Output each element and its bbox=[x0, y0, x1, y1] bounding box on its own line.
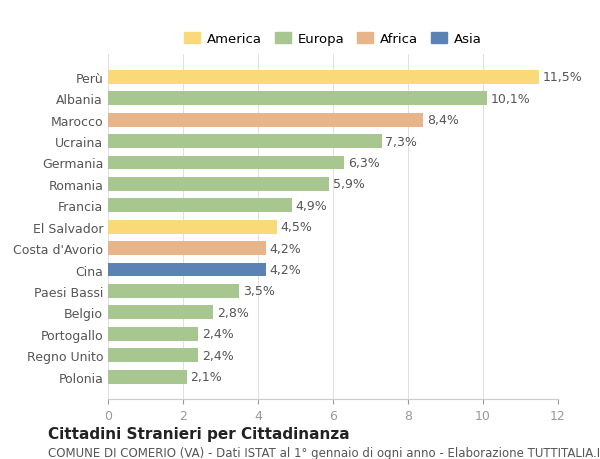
Text: 8,4%: 8,4% bbox=[427, 114, 458, 127]
Bar bbox=[108, 135, 382, 149]
Text: 3,5%: 3,5% bbox=[243, 285, 275, 298]
Bar bbox=[108, 113, 423, 127]
Text: 11,5%: 11,5% bbox=[543, 71, 583, 84]
Bar bbox=[108, 178, 329, 191]
Bar bbox=[108, 327, 198, 341]
Bar bbox=[108, 263, 265, 277]
Legend: America, Europa, Africa, Asia: America, Europa, Africa, Asia bbox=[179, 27, 487, 51]
Text: 2,4%: 2,4% bbox=[202, 349, 233, 362]
Bar bbox=[108, 241, 265, 256]
Text: 4,2%: 4,2% bbox=[269, 263, 301, 276]
Text: 10,1%: 10,1% bbox=[491, 93, 530, 106]
Text: 2,1%: 2,1% bbox=[191, 370, 222, 383]
Bar bbox=[108, 156, 344, 170]
Text: COMUNE DI COMERIO (VA) - Dati ISTAT al 1° gennaio di ogni anno - Elaborazione TU: COMUNE DI COMERIO (VA) - Dati ISTAT al 1… bbox=[48, 446, 600, 459]
Text: Cittadini Stranieri per Cittadinanza: Cittadini Stranieri per Cittadinanza bbox=[48, 425, 350, 441]
Text: 4,2%: 4,2% bbox=[269, 242, 301, 255]
Bar bbox=[108, 220, 277, 234]
Bar bbox=[108, 348, 198, 362]
Text: 4,9%: 4,9% bbox=[296, 199, 327, 213]
Bar bbox=[108, 370, 187, 384]
Bar bbox=[108, 306, 213, 319]
Text: 2,8%: 2,8% bbox=[217, 306, 248, 319]
Bar bbox=[108, 92, 487, 106]
Text: 6,3%: 6,3% bbox=[348, 157, 380, 170]
Bar bbox=[108, 71, 539, 84]
Text: 5,9%: 5,9% bbox=[333, 178, 365, 191]
Text: 7,3%: 7,3% bbox=[386, 135, 418, 148]
Bar bbox=[108, 199, 292, 213]
Text: 2,4%: 2,4% bbox=[202, 328, 233, 341]
Text: 4,5%: 4,5% bbox=[281, 221, 313, 234]
Bar bbox=[108, 284, 239, 298]
